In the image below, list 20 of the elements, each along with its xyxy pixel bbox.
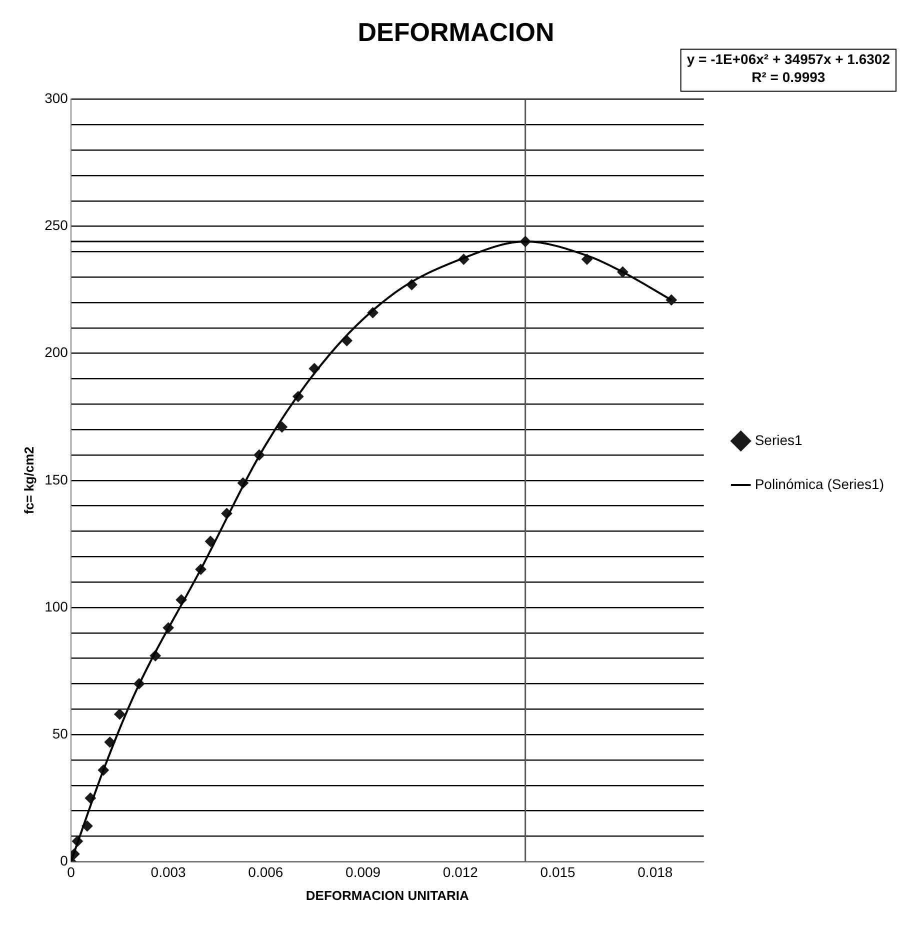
chart-title: DEFORMACION (358, 16, 554, 47)
x-tick-label: 0.003 (150, 864, 186, 880)
x-tick-label: 0.006 (248, 864, 284, 880)
y-tick-label: 200 (44, 344, 68, 360)
x-tick-label: 0.018 (638, 864, 673, 880)
y-axis-title: fc= kg/cm2 (21, 446, 36, 514)
x-tick-label: 0.009 (346, 864, 381, 880)
y-tick-label: 100 (44, 598, 68, 614)
text: R² = 0.9993 (752, 69, 826, 86)
x-tick-label: 0.012 (442, 864, 478, 880)
legend-label: Polinómica (Series1) (754, 476, 884, 492)
text: y = -1E+06x² + 34957x + 1.6302 (686, 51, 890, 68)
y-tick-label: 0 (60, 852, 68, 868)
y-tick-label: 250 (44, 217, 68, 234)
x-tick-label: 0.015 (540, 864, 576, 880)
legend-label: Series1 (754, 432, 803, 448)
y-tick-label: 150 (44, 471, 68, 488)
x-axis-title: DEFORMACION UNITARIA (306, 888, 470, 903)
y-tick-label: 300 (44, 90, 68, 106)
y-tick-label: 50 (52, 725, 68, 742)
